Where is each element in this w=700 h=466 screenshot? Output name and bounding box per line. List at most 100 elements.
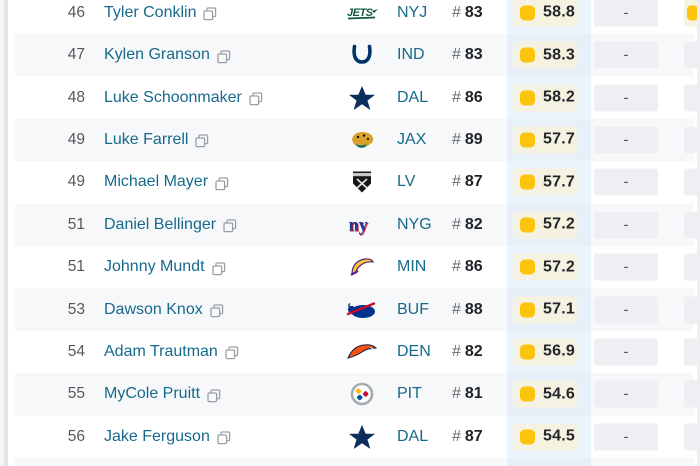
table-row[interactable]: 48 Luke Schoonmaker DAL #86 58.2 -	[15, 76, 700, 119]
player-link[interactable]: Adam Trautman	[104, 342, 218, 360]
team-abbr[interactable]: MIN	[397, 258, 427, 276]
external-link-icon[interactable]	[210, 304, 224, 318]
external-link-icon[interactable]	[211, 261, 226, 276]
external-link-icon[interactable]	[223, 219, 237, 233]
player-link[interactable]: Luke Farrell	[104, 130, 189, 148]
external-link-icon[interactable]	[207, 389, 221, 403]
external-link-icon[interactable]	[225, 346, 239, 360]
grade-value: 56.9	[543, 342, 575, 360]
dash-cell: -	[594, 126, 658, 154]
external-link-icon[interactable]	[249, 92, 263, 106]
team-abbr[interactable]: DAL	[397, 88, 429, 106]
player-cell: MyCole Pruitt	[104, 385, 221, 403]
player-rows: 46 Tyler Conklin JETS NYJ #83 58.8 - 47 Kylen Gr…	[15, 0, 700, 466]
table-row[interactable]: 53 Dawson Knox BUF #88 57.1 -	[15, 288, 700, 331]
raiders-logo-icon	[340, 170, 384, 194]
rank-cell: 51	[67, 258, 85, 276]
team-abbr[interactable]: IND	[397, 46, 425, 64]
table-row[interactable]: 51 Daniel Bellinger ny ny NYG #82 57.2 -	[15, 203, 700, 246]
next-row-partial	[15, 457, 694, 466]
jersey-number: #86	[452, 258, 483, 276]
jersey-number: #87	[452, 427, 483, 445]
player-link[interactable]: MyCole Pruitt	[104, 385, 201, 403]
partial-grade-cell	[684, 41, 700, 69]
player-cell: Jake Ferguson	[104, 428, 231, 446]
team-abbr[interactable]: DEN	[397, 342, 431, 360]
dash-cell: -	[594, 253, 658, 281]
dash-cell: -	[594, 84, 658, 112]
grade-value: 57.7	[543, 130, 575, 148]
rank-cell: 55	[67, 385, 85, 403]
table-row[interactable]: 54 Adam Trautman DEN #82 56.9 -	[15, 330, 700, 374]
table-row[interactable]: 55 MyCole Pruitt PIT #81 54.6 -	[15, 373, 700, 416]
grade-cell: 57.2	[513, 211, 577, 239]
team-abbr[interactable]: PIT	[397, 385, 422, 403]
team-abbr[interactable]: LV	[397, 173, 416, 191]
dash-cell: -	[594, 0, 658, 27]
external-link-icon[interactable]	[215, 177, 229, 191]
team-abbr[interactable]: JAX	[397, 130, 427, 148]
dash-cell: -	[594, 211, 658, 239]
team-abbr[interactable]: DAL	[397, 427, 429, 445]
grade-badge-icon	[520, 47, 535, 63]
left-scrollbar-thumb[interactable]	[4, 0, 8, 466]
colts-logo-icon	[340, 44, 384, 66]
team-abbr[interactable]: BUF	[397, 300, 429, 318]
table-row[interactable]: 56 Jake Ferguson DAL #87 54.5 -	[15, 415, 700, 458]
right-scrollbar-track[interactable]	[697, 0, 700, 466]
external-link-icon[interactable]	[195, 134, 209, 148]
grade-cell: 54.5	[513, 423, 577, 451]
rank-cell: 47	[67, 46, 85, 64]
jets-logo-icon: JETS	[340, 3, 384, 23]
player-link[interactable]: Dawson Knox	[104, 300, 203, 318]
partial-grade-cell	[684, 126, 700, 154]
jersey-number: #87	[452, 173, 483, 191]
jersey-number: #82	[452, 215, 483, 233]
table-row[interactable]: 51 Johnny Mundt MIN #86 57.2 -	[15, 245, 700, 289]
player-link[interactable]: Tyler Conklin	[104, 3, 197, 21]
grade-cell: 58.8	[513, 0, 577, 27]
partial-grade-cell	[684, 84, 700, 112]
rank-cell: 46	[67, 3, 85, 21]
player-cell: Dawson Knox	[104, 301, 224, 319]
grade-value: 57.2	[543, 215, 575, 233]
table-row[interactable]: 47 Kylen Granson IND #83 58.3 -	[15, 34, 700, 77]
player-link[interactable]: Johnny Mundt	[104, 258, 205, 276]
jersey-number: #86	[452, 88, 483, 106]
grade-badge-icon	[520, 132, 535, 148]
player-link[interactable]: Jake Ferguson	[104, 427, 210, 445]
table-row[interactable]: 49 Michael Mayer LV #87 57.7 -	[15, 161, 700, 204]
jersey-number: #89	[452, 130, 483, 148]
player-link[interactable]: Daniel Bellinger	[104, 215, 217, 233]
team-abbr[interactable]: NYG	[397, 215, 432, 233]
grade-value: 58.3	[543, 46, 575, 64]
team-abbr[interactable]: NYJ	[397, 3, 428, 21]
player-link[interactable]: Michael Mayer	[104, 173, 209, 191]
jersey-number: #83	[452, 3, 483, 21]
grade-badge-icon	[520, 429, 535, 445]
giants-logo-icon: ny ny	[340, 213, 384, 237]
grade-cell: 54.6	[513, 380, 577, 408]
player-link[interactable]: Kylen Granson	[104, 46, 210, 64]
table-row[interactable]: 49 Luke Farrell JAX #89 57.7 -	[15, 118, 700, 162]
external-link-icon[interactable]	[217, 50, 231, 64]
grade-badge-icon	[520, 302, 535, 318]
grade-badge-icon	[520, 174, 535, 190]
rank-cell: 54	[67, 342, 85, 360]
cowboys-logo-icon	[340, 424, 384, 450]
player-link[interactable]: Luke Schoonmaker	[104, 88, 242, 106]
rank-cell: 56	[67, 427, 85, 445]
external-link-icon[interactable]	[203, 7, 217, 21]
player-cell: Johnny Mundt	[104, 258, 226, 276]
player-cell: Adam Trautman	[104, 343, 239, 361]
player-cell: Kylen Granson	[104, 46, 231, 64]
grade-cell: 57.7	[513, 168, 577, 196]
external-link-icon[interactable]	[217, 431, 231, 445]
grade-cell: 57.7	[513, 126, 577, 154]
grade-cell: 57.1	[513, 296, 577, 324]
grade-value: 58.2	[543, 88, 575, 106]
table-row[interactable]: 46 Tyler Conklin JETS NYJ #83 58.8 -	[15, 0, 700, 34]
jaguars-logo-icon	[340, 129, 384, 151]
grade-badge-icon	[520, 259, 535, 275]
svg-text:ny: ny	[350, 215, 369, 235]
